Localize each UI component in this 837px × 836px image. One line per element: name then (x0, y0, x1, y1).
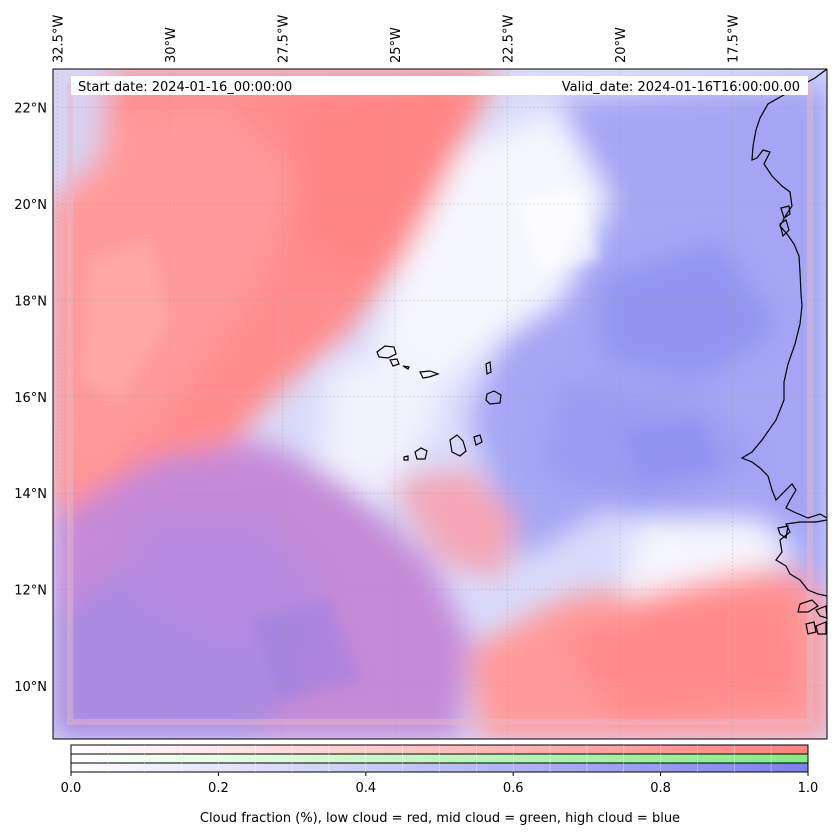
longitude-tick-label: 25°W (389, 27, 404, 63)
longitude-tick-label: 20°W (614, 27, 629, 63)
latitude-tick-label: 16°N (14, 391, 47, 406)
latitude-tick-label: 20°N (14, 198, 47, 213)
colorbar-ticks: 0.0 0.2 0.4 0.6 0.8 1.0 (61, 745, 819, 796)
longitude-tick-label: 32.5°W (52, 15, 67, 63)
colorbar: 0.0 0.2 0.4 0.6 0.8 1.0 Cloud fraction (%), l… (61, 744, 819, 826)
colorbar-label: Cloud fraction (%), low cloud = red, mid… (200, 811, 680, 826)
longitude-tick-label: 22.5°W (502, 15, 517, 63)
colorbar-tick-label: 1.0 (798, 781, 819, 796)
map-frame (52, 68, 828, 740)
header-info-bar: Start date: 2024-01-16_00:00:00 Valid_da… (71, 76, 808, 95)
africa-coastline (740, 68, 828, 635)
colorbar-tick-label: 0.2 (208, 781, 229, 796)
latitude-tick-label: 10°N (14, 680, 47, 695)
longitude-labels: 32.5°W 30°W 27.5°W 25°W 22.5°W 20°W 17.5°W (52, 15, 742, 63)
cloud-field (53, 69, 827, 739)
cape-verde-islands (376, 345, 502, 461)
gridlines (53, 69, 827, 739)
longitude-tick-label: 17.5°W (727, 15, 742, 63)
colorbar-tick-label: 0.0 (61, 781, 82, 796)
colorbar-tick-label: 0.4 (355, 781, 376, 796)
start-date-text: Start date: 2024-01-16_00:00:00 (78, 80, 292, 95)
colorbar-tick-label: 0.8 (650, 781, 671, 796)
latitude-tick-label: 18°N (14, 294, 47, 309)
longitude-tick-label: 30°W (164, 27, 179, 63)
latitude-tick-label: 22°N (14, 102, 47, 117)
latitude-tick-label: 12°N (14, 584, 47, 599)
latitude-labels: 22°N 20°N 18°N 16°N 14°N 12°N 10°N (14, 102, 47, 695)
longitude-tick-label: 27.5°W (277, 15, 292, 63)
latitude-tick-label: 14°N (14, 487, 47, 502)
valid-date-text: Valid_date: 2024-01-16T16:00:00.00 (562, 80, 800, 95)
colorbar-tick-label: 0.6 (503, 781, 524, 796)
